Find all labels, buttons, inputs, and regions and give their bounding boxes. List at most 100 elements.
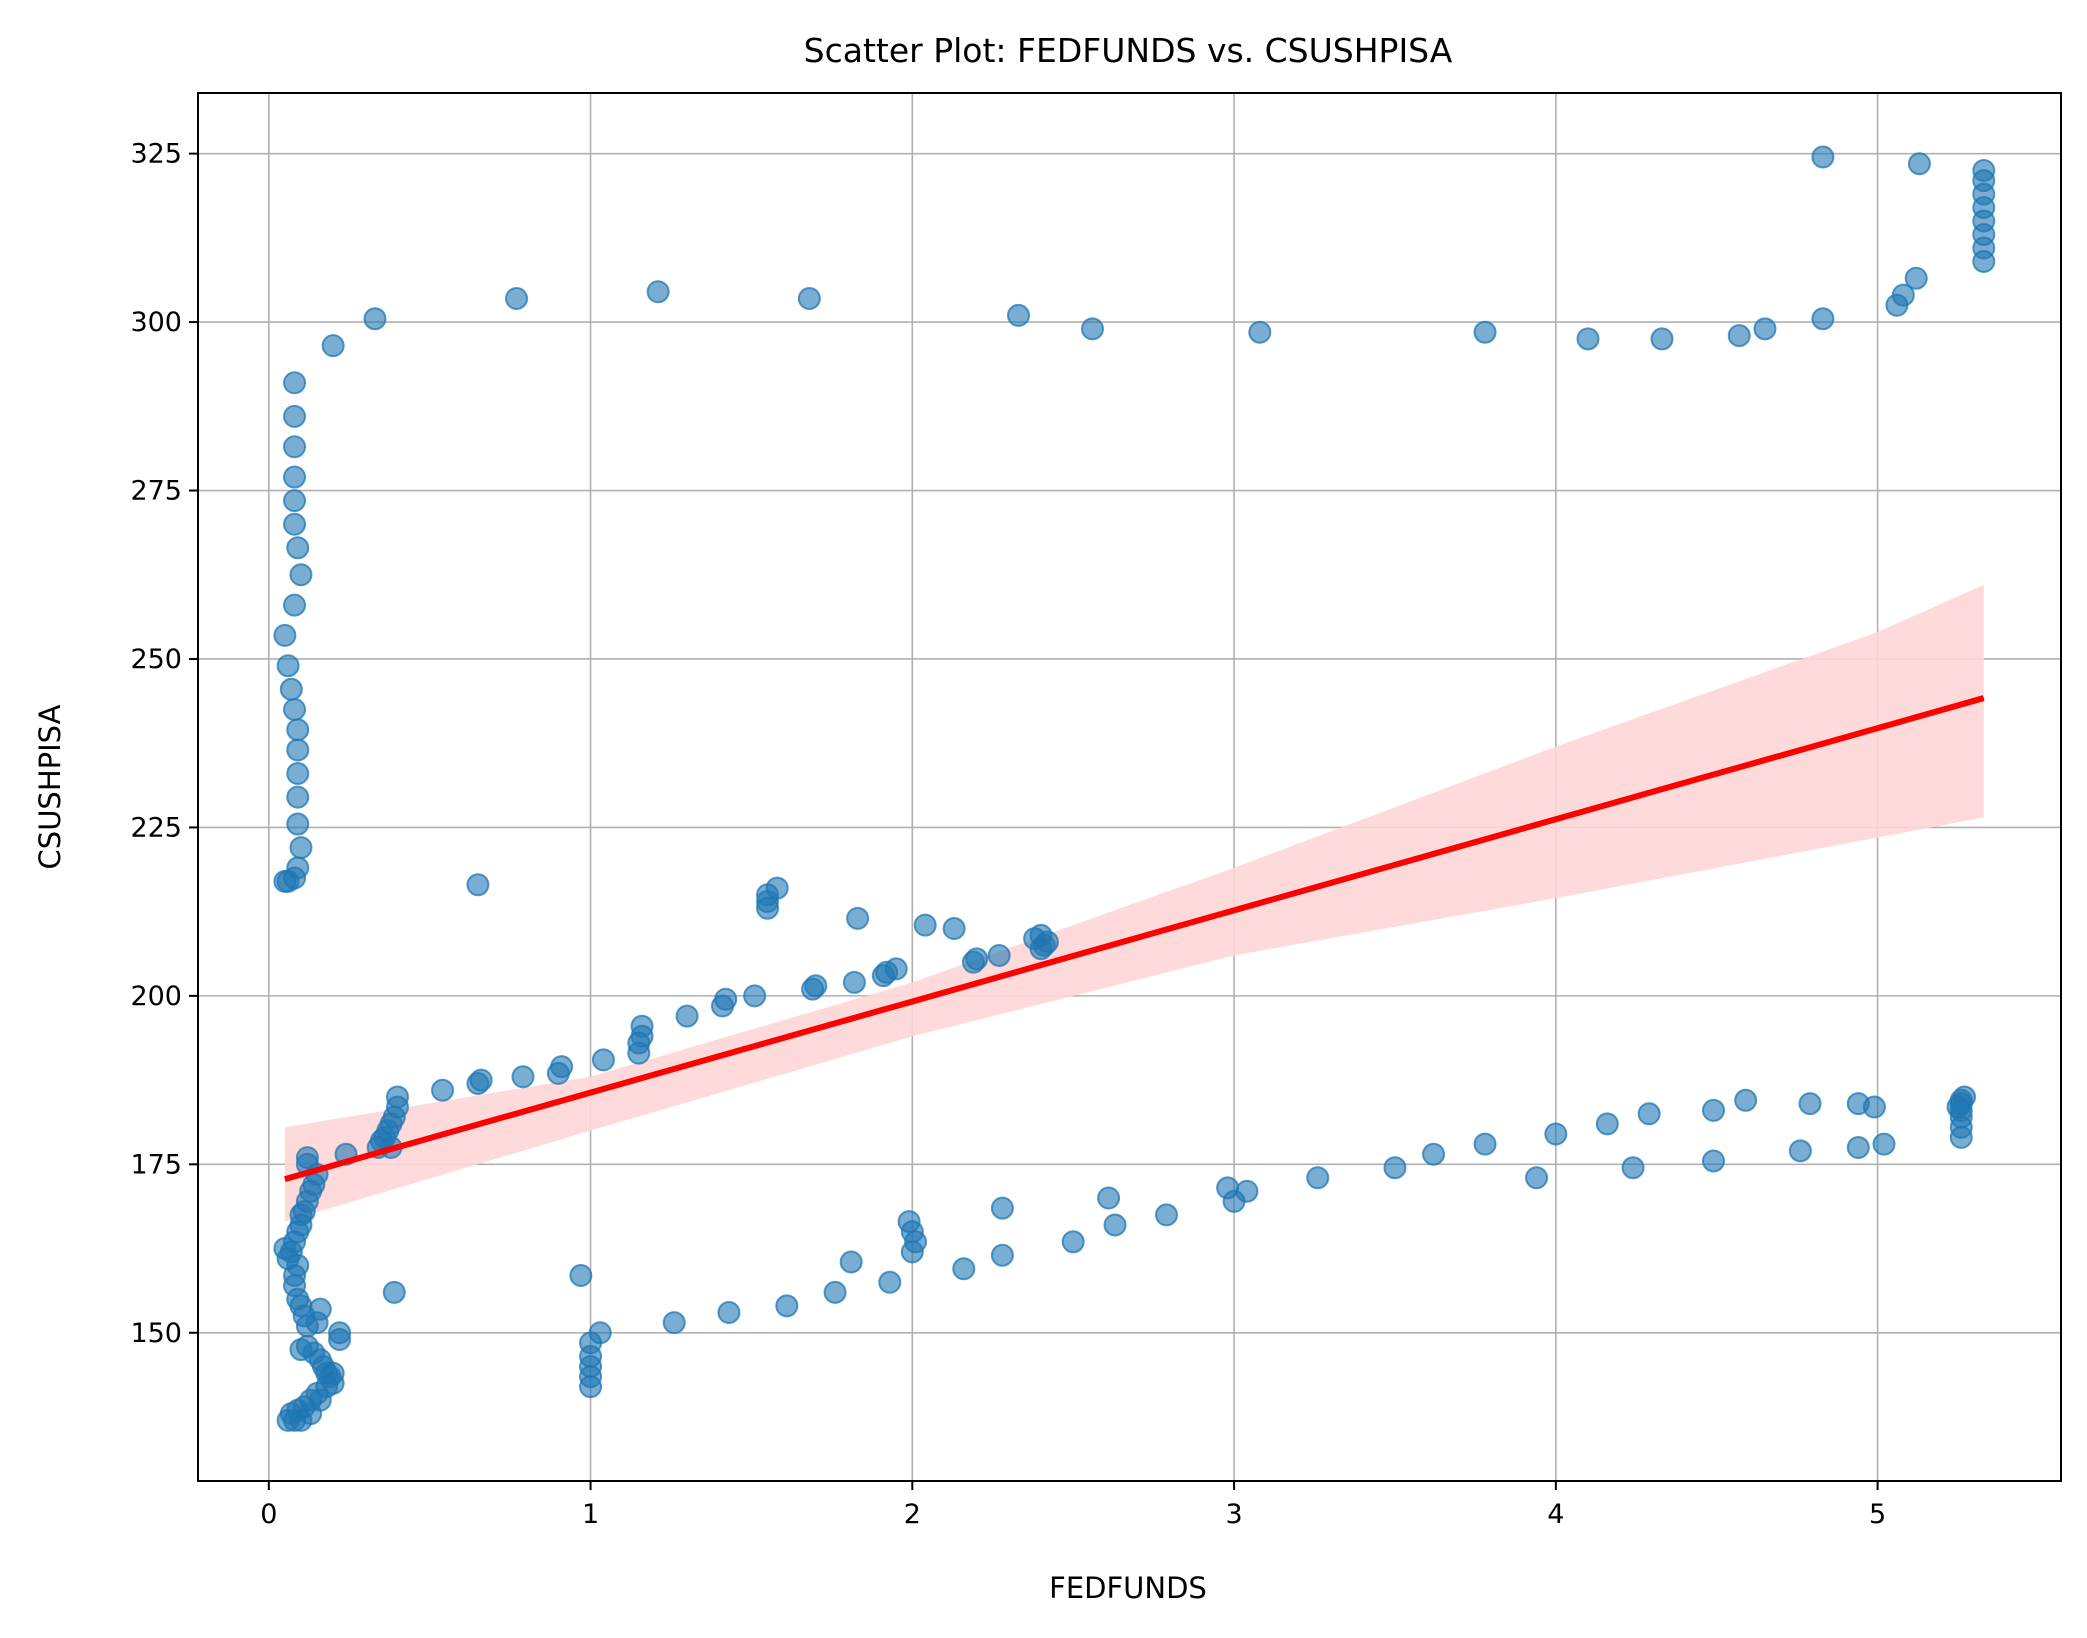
data-point	[466, 873, 490, 897]
data-point	[1811, 307, 1835, 331]
data-point	[328, 1321, 352, 1345]
data-point	[286, 785, 310, 809]
data-point	[1306, 1166, 1330, 1190]
y-tick-label: 200	[130, 981, 182, 1012]
data-point	[717, 1301, 741, 1325]
data-point	[942, 916, 966, 940]
confidence-band-area	[284, 584, 1984, 1222]
data-point	[286, 812, 310, 836]
data-point	[804, 974, 828, 998]
data-point	[1473, 320, 1497, 344]
data-point	[1525, 1166, 1549, 1190]
data-point	[283, 698, 307, 722]
data-point	[286, 738, 310, 762]
data-point	[289, 836, 313, 860]
data-point	[743, 984, 767, 1008]
data-point	[1701, 1149, 1725, 1173]
confidence-band	[284, 584, 1984, 1222]
y-tick-label: 300	[130, 307, 182, 338]
data-point	[1029, 923, 1053, 947]
data-point	[283, 593, 307, 617]
data-point	[1235, 1179, 1259, 1203]
data-point	[1907, 152, 1931, 176]
data-point	[1155, 1203, 1179, 1227]
data-point	[1734, 1088, 1758, 1112]
x-axis-label: FEDFUNDS	[1049, 1571, 1207, 1605]
data-point	[283, 404, 307, 428]
data-point	[511, 1065, 535, 1089]
data-point	[913, 913, 937, 937]
data-point	[286, 536, 310, 560]
y-tick-label: 175	[130, 1149, 182, 1180]
data-point	[382, 1280, 406, 1304]
data-point	[286, 762, 310, 786]
data-point	[1846, 1135, 1870, 1159]
data-point	[965, 947, 989, 971]
y-tick-label: 225	[130, 812, 182, 843]
y-tick-label: 250	[130, 644, 182, 675]
data-point	[662, 1311, 686, 1335]
y-axis-ticks: 150 175 200 225 250 275 300 325	[130, 139, 198, 1349]
data-point	[1872, 1132, 1896, 1156]
data-point	[283, 512, 307, 536]
y-axis-label: CSUSHPISA	[33, 704, 67, 869]
data-point	[1862, 1095, 1886, 1119]
data-point	[1544, 1122, 1568, 1146]
x-tick-label: 1	[582, 1499, 599, 1530]
data-point	[1701, 1098, 1725, 1122]
data-point	[1972, 249, 1996, 273]
data-point	[884, 957, 908, 981]
x-tick-label: 0	[260, 1499, 277, 1530]
data-point	[469, 1068, 493, 1092]
data-point	[588, 1321, 612, 1345]
data-point	[797, 287, 821, 311]
data-point	[1061, 1230, 1085, 1254]
chart-title: Scatter Plot: FEDFUNDS vs. CSUSHPISA	[804, 31, 1453, 70]
x-tick-label: 5	[1869, 1499, 1886, 1530]
data-point	[675, 1004, 699, 1028]
data-point	[385, 1085, 409, 1109]
data-point	[842, 970, 866, 994]
x-tick-label: 4	[1547, 1499, 1564, 1530]
data-point	[273, 623, 297, 647]
x-axis-ticks: 0 1 2 3 4 5	[260, 1481, 1886, 1530]
x-tick-label: 2	[904, 1499, 921, 1530]
data-points	[273, 145, 1996, 1432]
data-point	[591, 1048, 615, 1072]
data-point	[308, 1388, 332, 1412]
data-point	[505, 287, 529, 311]
regression-line	[284, 695, 1985, 1183]
data-point	[1248, 320, 1272, 344]
data-point	[1103, 1213, 1127, 1237]
data-point	[550, 1055, 574, 1079]
data-point	[286, 856, 310, 880]
data-point	[569, 1263, 593, 1287]
data-point	[321, 1361, 345, 1385]
data-point	[1811, 145, 1835, 169]
x-tick-label: 3	[1225, 1499, 1242, 1530]
data-point	[1595, 1112, 1619, 1136]
data-point	[1952, 1085, 1976, 1109]
data-point	[1650, 327, 1674, 351]
data-point	[1473, 1132, 1497, 1156]
data-point	[579, 1375, 603, 1399]
data-point	[823, 1280, 847, 1304]
data-point	[1753, 317, 1777, 341]
data-point	[1097, 1186, 1121, 1210]
data-point	[765, 876, 789, 900]
fit-line	[284, 695, 1985, 1183]
data-point	[1006, 303, 1030, 327]
data-point	[276, 654, 300, 678]
data-point	[289, 563, 313, 587]
data-point	[283, 489, 307, 513]
data-point	[990, 1243, 1014, 1267]
data-point	[987, 943, 1011, 967]
data-point	[839, 1250, 863, 1274]
data-point	[878, 1270, 902, 1294]
data-point	[1080, 317, 1104, 341]
data-point	[1621, 1156, 1645, 1180]
data-point	[714, 987, 738, 1011]
data-point	[775, 1294, 799, 1318]
data-point	[1798, 1092, 1822, 1116]
data-point	[846, 906, 870, 930]
